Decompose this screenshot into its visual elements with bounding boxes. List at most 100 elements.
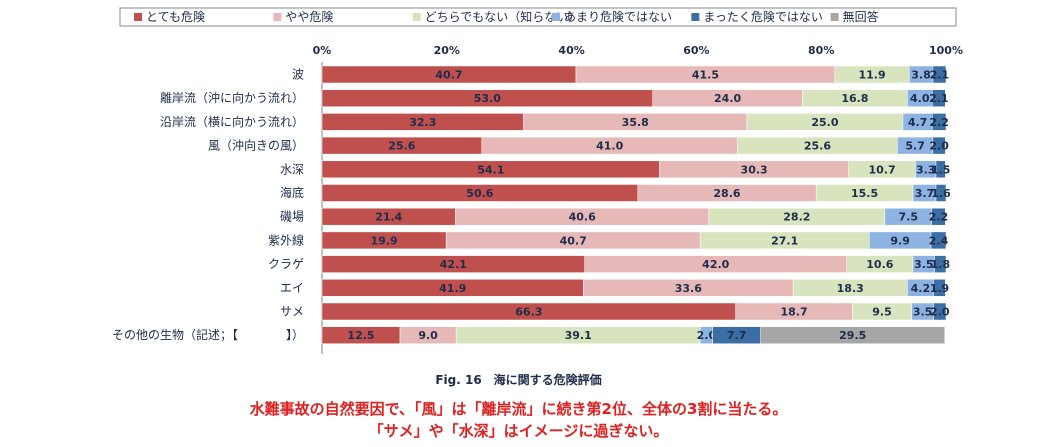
data-label: 2.1 [930, 69, 950, 82]
data-label: 19.9 [371, 234, 398, 247]
stacked-bar-chart: とても危険 やや危険 どちらでもない（知らない）あまり危険ではない まったく危険ではな… [112, 7, 963, 354]
data-label: 16.8 [841, 92, 868, 105]
data-label: 3.5 [914, 258, 934, 271]
category-label: 水深 [280, 162, 304, 176]
data-label: 15.5 [851, 187, 878, 200]
data-label: 25.0 [811, 116, 838, 129]
bar-segment [934, 255, 947, 273]
category-label: クラゲ [268, 257, 304, 271]
category-label: 離岸流（沖に向かう流れ） [160, 90, 304, 105]
legend-swatch [412, 13, 421, 21]
category-label: 海底 [280, 185, 304, 200]
data-label: 12.5 [347, 329, 374, 342]
x-tick-label: 20% [434, 44, 460, 57]
note-line-1: 水難事故の自然要因で、「風」は「離岸流」に続き第2位、全体の3割に当たる。 [249, 400, 788, 418]
data-label: 10.7 [868, 163, 895, 176]
data-label: 9.5 [872, 306, 892, 319]
data-label: 21.4 [375, 211, 402, 224]
x-tick-label: 80% [808, 44, 834, 57]
data-label: 25.6 [804, 140, 831, 153]
category-label: サメ [280, 305, 304, 319]
data-label: 3.5 [913, 306, 933, 319]
x-tick-label: 60% [683, 44, 709, 57]
legend-box [119, 7, 957, 27]
data-label: 25.6 [388, 140, 415, 153]
data-label: 41.9 [439, 282, 466, 295]
data-label: 40.7 [435, 69, 462, 82]
data-label: 2.4 [929, 234, 949, 247]
data-label: 1.5 [931, 163, 951, 176]
data-label: 4.0 [910, 92, 930, 105]
legend-label: あまり危険ではない [564, 10, 672, 24]
category-label: 沿岸流（横に向かう流れ） [160, 114, 304, 129]
legend-label: 無回答 [843, 9, 879, 24]
data-label: 2.0 [697, 329, 717, 342]
data-label: 9.0 [418, 329, 438, 342]
note-line-2: 「サメ」や「水深」はイメージに過ぎない。 [368, 422, 669, 440]
category-label: エイ [280, 281, 304, 295]
data-label: 33.6 [675, 282, 702, 295]
legend-swatch [830, 13, 839, 21]
category-label: 紫外線 [268, 232, 304, 247]
x-tick-label: 40% [558, 44, 584, 57]
bar-segment [760, 326, 946, 344]
data-label: 2.1 [929, 92, 949, 105]
data-label: 42.0 [702, 258, 729, 271]
data-label: 29.5 [839, 329, 866, 342]
data-label: 41.5 [692, 69, 719, 82]
data-label: 2.0 [930, 306, 950, 319]
data-label: 50.6 [466, 187, 493, 200]
data-label: 1.9 [930, 282, 950, 295]
data-label: 35.8 [622, 116, 649, 129]
data-label: 3.3 [916, 163, 936, 176]
data-label: 1.6 [931, 187, 951, 200]
figure-caption: Fig. 16 海に関する危険評価 [435, 373, 602, 387]
bar-segment [935, 160, 946, 179]
legend-swatch [134, 13, 142, 21]
category-label: 風（沖向きの風） [208, 138, 304, 153]
data-label: 28.2 [783, 211, 810, 224]
data-label: 18.3 [837, 282, 864, 295]
legend-label: まったく危険ではない [703, 10, 823, 24]
legend-swatch [691, 13, 700, 21]
category-label: 磯場 [280, 210, 304, 224]
x-tick-label: 100% [929, 44, 963, 57]
bar-segment [931, 207, 946, 226]
data-label: 5.7 [905, 140, 925, 153]
legend-swatch [552, 13, 560, 21]
data-label: 10.6 [866, 258, 893, 271]
legend-label: やや危険 [285, 10, 333, 24]
legend-swatch [273, 13, 282, 21]
category-label: 波 [292, 68, 304, 82]
data-label: 18.7 [780, 306, 807, 319]
data-label: 3.7 [915, 187, 935, 200]
legend-label: どちらでもない（知らない） [425, 10, 581, 24]
data-label: 3.8 [911, 69, 931, 82]
bar-segment [932, 89, 946, 107]
x-tick-label: 0% [313, 44, 332, 57]
category-label: その他の生物（記述；【 】） [112, 327, 304, 342]
data-label: 30.3 [741, 163, 768, 176]
data-label: 24.0 [714, 92, 741, 105]
data-label: 27.1 [771, 234, 798, 247]
data-label: 2.2 [929, 116, 949, 129]
bar-segment [933, 302, 947, 321]
data-label: 7.5 [898, 211, 918, 224]
data-label: 2.2 [929, 211, 949, 224]
bar-segment [935, 184, 947, 202]
bar-segment [933, 279, 946, 297]
data-label: 54.1 [477, 163, 504, 176]
bar-segment [932, 65, 947, 84]
data-label: 9.9 [890, 234, 910, 247]
data-label: 7.7 [727, 329, 747, 342]
bar-segment [932, 113, 947, 131]
data-label: 66.3 [515, 306, 542, 319]
data-label: 1.8 [931, 258, 951, 271]
data-label: 39.1 [565, 329, 592, 342]
data-label: 40.7 [560, 234, 587, 247]
bar-segment [930, 231, 947, 250]
data-label: 41.0 [596, 140, 623, 153]
bar-segment [932, 136, 946, 155]
data-label: 53.0 [474, 92, 501, 105]
data-label: 4.2 [911, 282, 931, 295]
